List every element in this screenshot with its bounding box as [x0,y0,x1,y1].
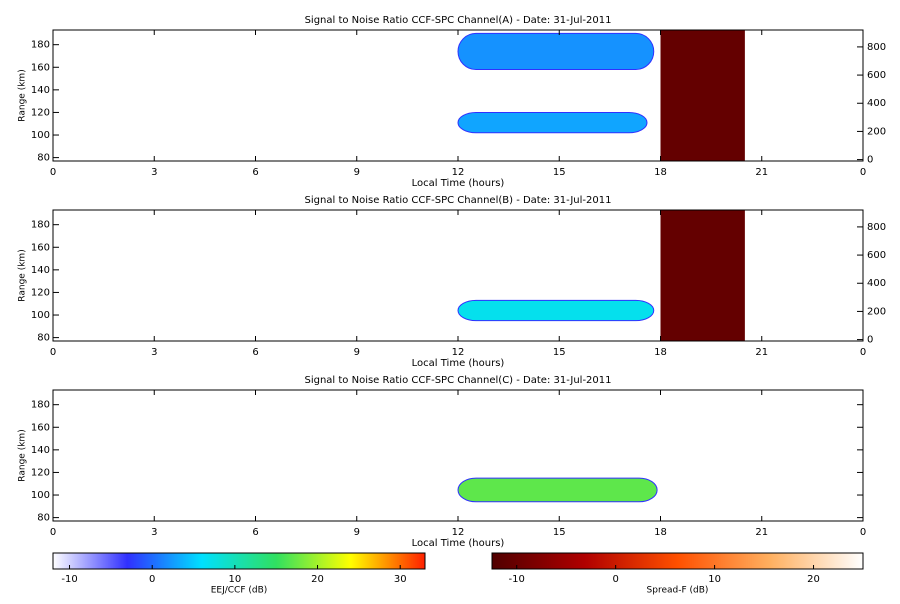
panel-title: Signal to Noise Ratio CCF-SPC Channel(C)… [304,375,611,386]
echo-region [457,299,655,322]
x-tick-label: 3 [151,167,157,178]
x-tick-label: 9 [354,527,360,538]
panel-title: Signal to Noise Ratio CCF-SPC Channel(A)… [305,15,612,26]
y2-tick-label: 600 [867,250,886,261]
y-tick-label: 180 [31,220,50,231]
colorbar-label: Spread-F (dB) [647,586,709,596]
echo-region [457,32,655,71]
panel-title: Signal to Noise Ratio CCF-SPC Channel(B)… [305,195,612,206]
y-tick-label: 140 [31,85,50,96]
y2-tick-label: 600 [867,70,886,81]
colorbar-tick-label: 10 [228,574,241,585]
y-tick-label: 180 [31,400,50,411]
y-tick-label: 80 [37,513,50,524]
y-tick-label: 100 [31,310,50,321]
colorbar-tick-label: 0 [612,574,618,585]
x-tick-label: 0 [50,527,56,538]
colorbar-tick-label: -10 [509,574,525,585]
x-axis-label: Local Time (hours) [412,358,505,369]
x-tick-label: 3 [151,527,157,538]
y2-tick-label: 800 [867,42,886,53]
colorbar-label: EEJ/CCF (dB) [211,586,268,596]
spread-f-block [660,210,745,341]
x-tick-label: 0 [50,347,56,358]
x-tick-label: 6 [252,347,258,358]
y2-tick-label: 0 [867,155,873,166]
y-tick-label: 160 [31,62,50,73]
y2-tick-label: 200 [867,306,886,317]
y2-tick-label: 400 [867,98,886,109]
colorbar-tick-label: 30 [394,574,407,585]
y-axis-label: Range (km) [18,429,28,481]
colorbar-tick-label: -10 [61,574,77,585]
y-tick-label: 120 [31,107,50,118]
echo-region [457,477,658,503]
x-tick-label: 6 [252,527,258,538]
x-tick-label: 9 [354,167,360,178]
colorbar [52,552,426,570]
y-tick-label: 160 [31,242,50,253]
y-tick-label: 180 [31,40,50,51]
y2-tick-label: 200 [867,126,886,137]
x-tick-label: 15 [553,347,566,358]
y2-tick-label: 400 [867,278,886,289]
y2-tick-label: 800 [867,222,886,233]
x-tick-label: 0 [860,347,866,358]
x-tick-label: 12 [452,347,465,358]
x-tick-label: 18 [654,167,667,178]
x-tick-label: 9 [354,347,360,358]
x-tick-label: 21 [755,167,768,178]
x-tick-label: 0 [860,167,866,178]
y-tick-label: 160 [31,422,50,433]
x-tick-label: 12 [452,527,465,538]
y-tick-label: 140 [31,445,50,456]
x-tick-label: 15 [553,527,566,538]
colorbar-tick-label: 20 [311,574,324,585]
y-tick-label: 100 [31,490,50,501]
y-tick-label: 80 [37,333,50,344]
colorbar-tick-label: 20 [807,574,820,585]
y-tick-label: 120 [31,467,50,478]
x-tick-label: 0 [860,527,866,538]
plot-frame [52,389,864,522]
y2-tick-label: 0 [867,335,873,346]
y-tick-label: 100 [31,130,50,141]
colorbar [491,552,864,570]
colorbar-tick-label: 10 [708,574,721,585]
x-tick-label: 15 [553,167,566,178]
y-axis-label: Range (km) [18,249,28,301]
x-tick-label: 21 [755,527,768,538]
echo-region [457,111,648,134]
x-tick-label: 18 [654,347,667,358]
y-tick-label: 80 [37,153,50,164]
y-tick-label: 140 [31,265,50,276]
spread-f-block [660,30,745,161]
y-tick-label: 120 [31,287,50,298]
y-axis-label: Range (km) [18,69,28,121]
x-tick-label: 6 [252,167,258,178]
x-tick-label: 3 [151,347,157,358]
x-tick-label: 12 [452,167,465,178]
colorbar-tick-label: 0 [149,574,155,585]
x-axis-label: Local Time (hours) [412,538,505,549]
x-axis-label: Local Time (hours) [412,178,505,189]
x-tick-label: 0 [50,167,56,178]
x-tick-label: 18 [654,527,667,538]
x-tick-label: 21 [755,347,768,358]
